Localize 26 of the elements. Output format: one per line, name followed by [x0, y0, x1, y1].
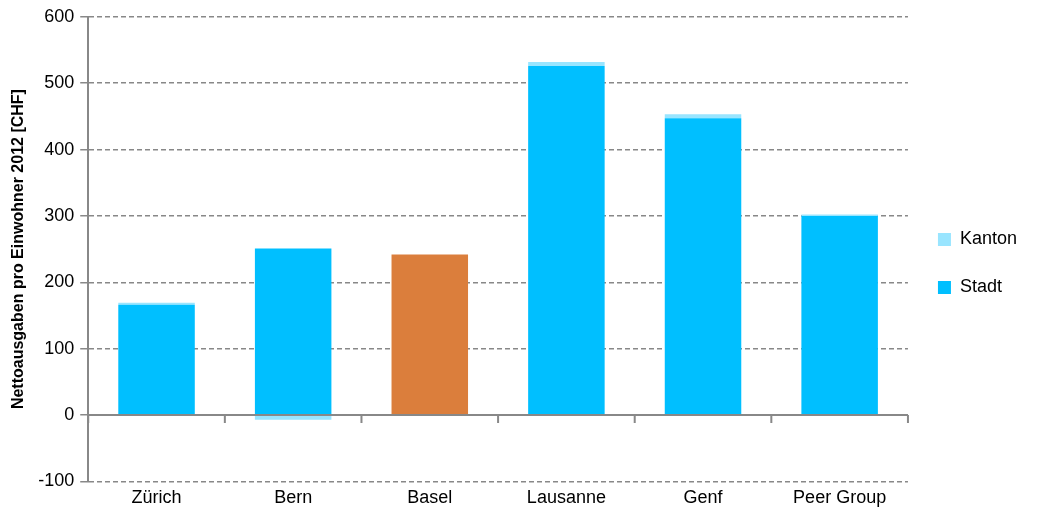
- bar: [118, 304, 195, 415]
- bar: [254, 248, 332, 415]
- y-tick-label: 600: [44, 5, 75, 26]
- bar: [528, 65, 605, 415]
- legend-label: Kanton: [959, 228, 1018, 249]
- x-tick-label: Peer Group: [793, 487, 887, 508]
- x-tick-label: Zürich: [131, 487, 182, 508]
- y-tick-label: 0: [64, 404, 75, 424]
- bar: [664, 118, 742, 415]
- y-axis-title: Nettoausgaben pro Einwohner 2012 [CHF]: [9, 89, 27, 410]
- x-tick-label: Bern: [274, 487, 313, 508]
- bar: [664, 114, 742, 119]
- bar: [528, 61, 605, 66]
- y-tick-label: 400: [44, 138, 75, 159]
- y-tick-label: 500: [44, 72, 75, 93]
- y-tick-label: 300: [44, 204, 75, 225]
- y-tick-label: 100: [44, 337, 75, 358]
- bar: [391, 254, 469, 415]
- x-tick-label: Genf: [683, 487, 724, 508]
- bar: [801, 215, 878, 415]
- bar: [254, 415, 332, 420]
- y-tick-label: 200: [44, 271, 75, 292]
- x-tick-label: Lausanne: [526, 487, 606, 508]
- legend-label: Stadt: [959, 276, 1002, 297]
- x-tick-label: Basel: [407, 487, 453, 508]
- y-tick-label: -100: [38, 470, 75, 491]
